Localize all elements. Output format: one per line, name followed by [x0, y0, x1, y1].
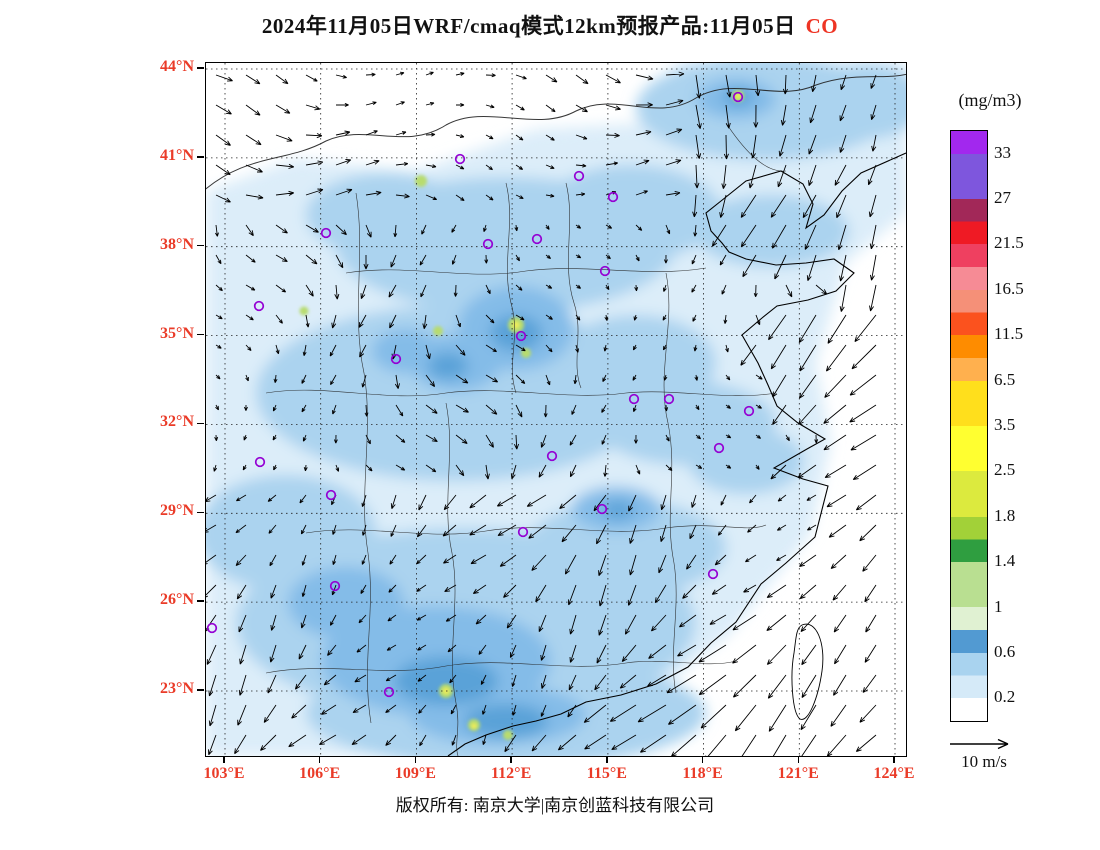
lon-tick-label: 106°E	[299, 765, 341, 782]
lat-tick-label: 41°N	[160, 146, 194, 164]
title-text: 2024年11月05日WRF/cmaq模式12km预报产品:11月05日	[261, 14, 796, 38]
lat-tick-mark	[197, 244, 204, 247]
wind-arrows	[206, 71, 877, 756]
colorbar-tick-label: 1.8	[994, 505, 1016, 525]
station-marker	[531, 233, 543, 245]
lon-tick-mark	[701, 756, 704, 763]
lat-tick-label: 23°N	[160, 679, 194, 697]
lon-tick-label: 124°E	[873, 765, 915, 782]
colorbar-cell	[951, 289, 987, 336]
lat-tick-mark	[197, 600, 204, 602]
colorbar-cell	[951, 335, 987, 381]
station-marker	[743, 405, 755, 417]
colorbar-tick-label: 3.5	[994, 415, 1016, 434]
colorbar-tick-label: 33	[994, 142, 1011, 162]
colorbar-cell	[951, 698, 987, 721]
colorbar-tick-label: 6.5	[994, 369, 1016, 389]
colorbar-cell	[951, 471, 987, 517]
lon-tick-label: 115°E	[586, 765, 627, 782]
station-marker	[325, 489, 337, 501]
colorbar-cell	[951, 199, 987, 245]
colorbar-tick-label: 1	[994, 596, 1003, 616]
lat-tick-mark	[197, 333, 204, 336]
colorbar-cell	[951, 516, 987, 563]
lat-tick-label: 26°N	[160, 591, 194, 609]
colorbar-cell	[951, 652, 987, 699]
station-markers	[206, 91, 755, 698]
station-marker	[517, 526, 529, 538]
grid-lines	[206, 63, 906, 756]
copyright-footer: 版权所有: 南京大学|南京创蓝科技有限公司	[395, 796, 715, 815]
lat-tick-mark	[197, 67, 204, 69]
lat-tick-mark	[197, 689, 204, 691]
station-marker	[596, 503, 608, 515]
station-marker	[253, 300, 265, 312]
taiwan-island-outline	[791, 623, 824, 720]
lon-tick-mark	[510, 756, 512, 763]
colorbar-unit-label: (mg/m3)	[958, 90, 1022, 110]
colorbar-cell	[951, 153, 987, 200]
lat-tick-label: 35°N	[160, 324, 194, 342]
colorbar-tick-label: 0.2	[994, 687, 1016, 707]
lon-tick-mark	[318, 756, 321, 763]
station-marker	[663, 393, 675, 405]
station-marker	[732, 91, 744, 103]
station-marker	[482, 238, 494, 250]
station-marker	[607, 191, 619, 203]
colorbar-tick-label: 2.5	[994, 460, 1016, 480]
station-marker	[599, 265, 611, 277]
lon-tick-mark	[414, 756, 417, 763]
colorbar-tick-label: 1.4	[994, 551, 1016, 571]
colorbar-tick-label: 11.5	[994, 324, 1024, 344]
lon-tick-label: 112°E	[491, 765, 532, 782]
map-plot-area	[205, 62, 907, 757]
lat-tick-label: 32°N	[160, 413, 194, 431]
lat-tick-label: 44°N	[160, 58, 194, 75]
lon-tick-mark	[223, 756, 225, 763]
lon-tick-mark	[797, 756, 800, 763]
colorbar-tick-label: 16.5	[994, 278, 1024, 298]
lat-tick-label: 38°N	[160, 235, 194, 253]
species-label: CO	[805, 14, 839, 38]
station-marker	[390, 353, 402, 365]
colorbar-cell	[951, 380, 987, 426]
lon-tick-label: 103°E	[203, 765, 245, 782]
co-concentration-field	[206, 63, 906, 756]
station-marker	[573, 170, 585, 182]
lat-tick-mark	[197, 156, 204, 158]
colorbar-tick-label: 21.5	[994, 233, 1024, 253]
station-marker	[329, 580, 341, 592]
lat-tick-mark	[197, 422, 204, 425]
wind-reference-label: 10 m/s	[961, 752, 1007, 771]
lon-tick-label: 109°E	[394, 765, 436, 782]
lon-tick-label: 118°E	[682, 765, 723, 782]
page-title: 2024年11月05日WRF/cmaq模式12km预报产品:11月05日 CO	[0, 10, 1100, 40]
station-marker	[254, 456, 266, 468]
wind-reference-arrow-icon	[950, 738, 1009, 750]
lat-tick-mark	[197, 511, 204, 514]
colorbar-cell	[951, 607, 987, 653]
lon-tick-mark	[606, 756, 608, 763]
station-marker	[383, 686, 395, 698]
colorbar-cell	[951, 562, 987, 608]
station-marker	[320, 227, 332, 239]
colorbar-cell	[951, 131, 987, 154]
map-canvas	[206, 63, 906, 756]
station-marker	[546, 450, 558, 462]
colorbar-cell	[951, 244, 987, 290]
station-marker	[206, 622, 218, 634]
colorbar	[950, 130, 988, 722]
lon-tick-label: 121°E	[777, 765, 819, 782]
station-marker	[454, 153, 466, 165]
station-marker	[713, 442, 725, 454]
lat-tick-label: 29°N	[160, 502, 194, 520]
station-marker	[628, 393, 640, 405]
station-marker	[515, 330, 527, 342]
colorbar-cell	[951, 425, 987, 472]
colorbar-tick-label: 27	[994, 188, 1011, 208]
colorbar-tick-label: 0.6	[994, 641, 1016, 661]
station-marker	[707, 568, 719, 580]
lon-tick-mark	[893, 756, 895, 763]
